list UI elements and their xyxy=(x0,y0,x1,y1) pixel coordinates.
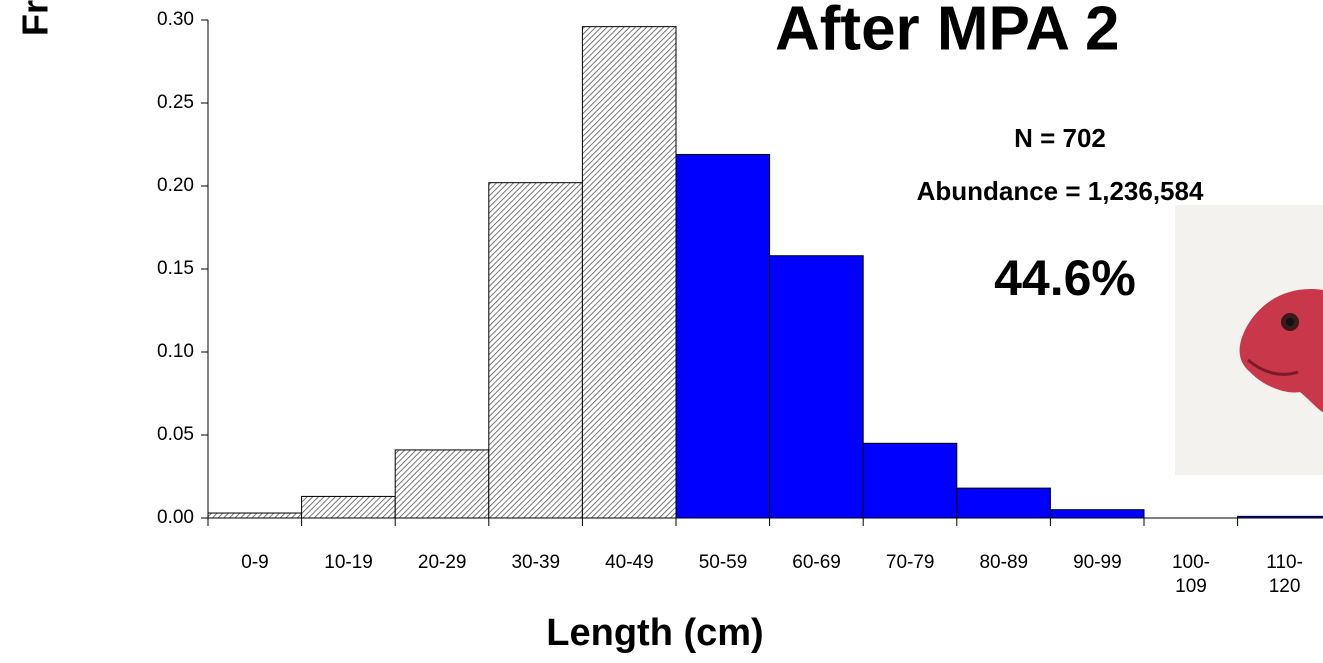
y-tick-label: 0.20 xyxy=(157,175,194,196)
annotation: Abundance = 1,236,584 xyxy=(917,176,1204,206)
x-tick-label: 90-99 xyxy=(1073,552,1122,573)
annotation: N = 702 xyxy=(1014,123,1106,153)
x-tick-label: 30-39 xyxy=(511,552,561,573)
x-tick-label: 80-89 xyxy=(979,552,1029,573)
y-tick-label: 0.25 xyxy=(157,92,194,113)
bar xyxy=(394,449,490,519)
bar xyxy=(581,26,677,519)
y-tick-label: 0.10 xyxy=(157,341,194,362)
x-tick-label: 70-79 xyxy=(885,552,935,573)
bar xyxy=(675,153,771,519)
y-tick-label: 0.15 xyxy=(157,258,194,279)
fish-image xyxy=(1175,205,1323,475)
x-tick-label: 110- 120 xyxy=(1266,552,1303,597)
x-tick-label: 100- 109 xyxy=(1171,552,1211,597)
chart-title: After MPA 2 xyxy=(775,0,1119,63)
bar xyxy=(301,495,396,519)
x-tick-label: 0-9 xyxy=(241,552,269,573)
bar xyxy=(956,487,1051,519)
y-tick-label: 0.30 xyxy=(157,9,194,30)
y-axis-label: Fr xyxy=(15,0,56,36)
bar xyxy=(207,512,303,519)
x-tick-label: 10-19 xyxy=(324,552,373,573)
annotation: 44.6% xyxy=(994,250,1136,306)
y-tick-label: 0.00 xyxy=(157,507,194,528)
x-tick-label: 60-69 xyxy=(792,552,841,573)
bar xyxy=(769,255,864,519)
x-tick-label: 50-59 xyxy=(698,552,748,573)
x-tick-label: 20-29 xyxy=(417,552,467,573)
x-tick-label: 40-49 xyxy=(605,552,654,573)
x-axis-label: Length (cm) xyxy=(546,612,763,654)
bar xyxy=(862,442,958,519)
bar xyxy=(1049,509,1145,519)
y-tick-label: 0.05 xyxy=(157,424,194,445)
bar xyxy=(488,182,583,519)
